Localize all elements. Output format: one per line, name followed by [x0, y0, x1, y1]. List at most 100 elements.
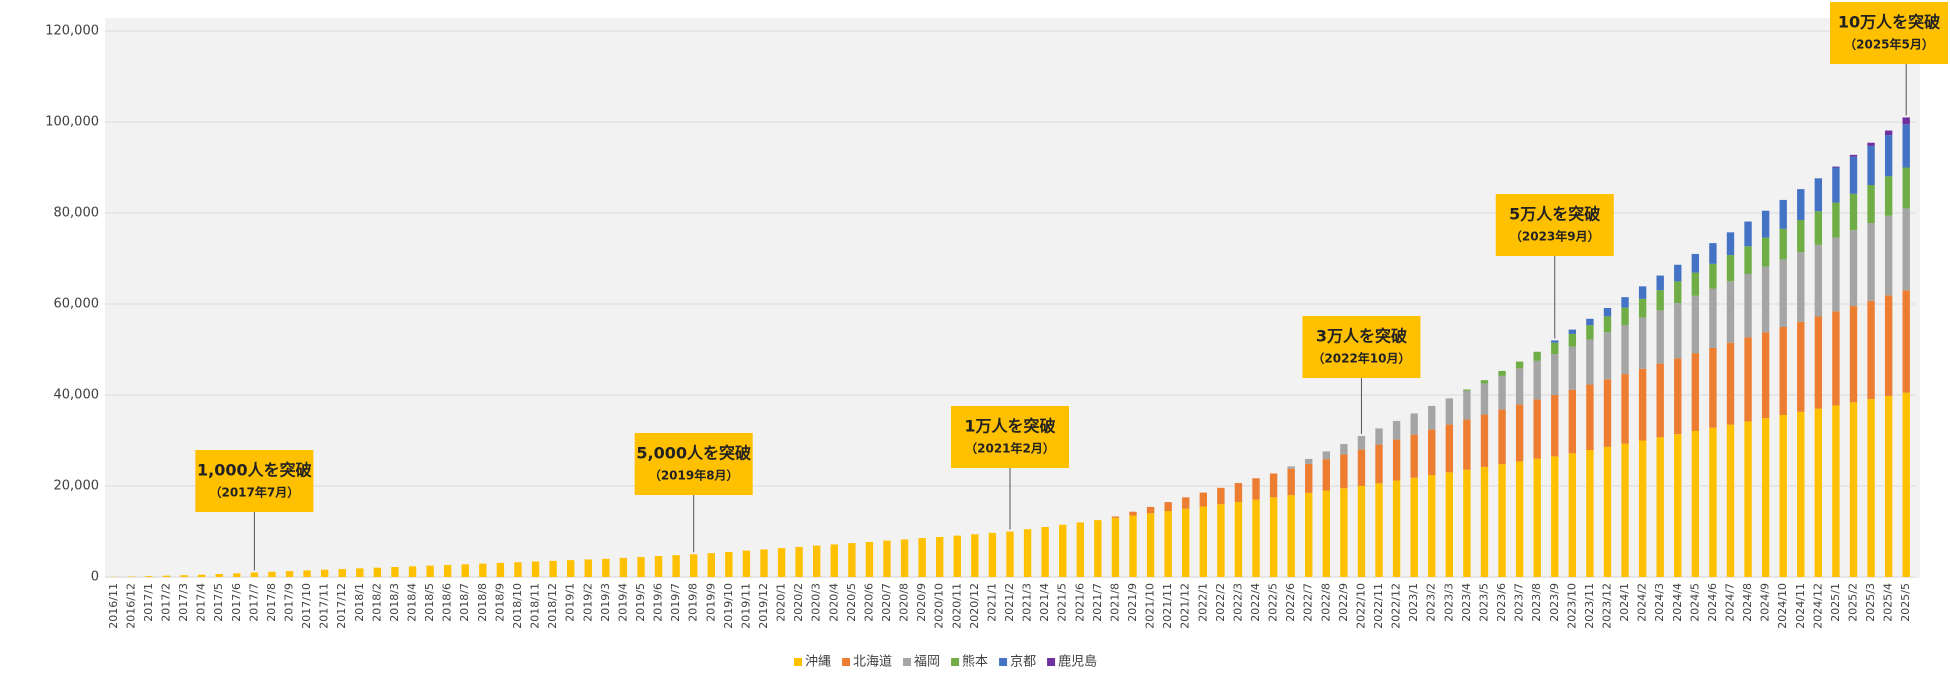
- bar-segment: [320, 569, 329, 577]
- bar-segment: [1375, 444, 1383, 484]
- x-tick-label: 2020/8: [898, 583, 911, 622]
- bar-segment: [602, 558, 610, 577]
- bar-segment: [1533, 399, 1541, 459]
- x-tick-label: 2025/1: [1829, 583, 1842, 622]
- bar-segment: [1568, 329, 1577, 334]
- bar-segment: [1779, 326, 1787, 416]
- bar-segment: [1551, 342, 1559, 355]
- bar-segment: [1515, 368, 1524, 405]
- x-tick-label: 2019/2: [581, 583, 594, 622]
- bar-segment: [1849, 402, 1858, 577]
- bar-segment: [1305, 492, 1313, 577]
- bar-segment: [1691, 272, 1700, 296]
- x-tick-label: 2020/9: [915, 583, 928, 622]
- x-tick-label: 2024/3: [1653, 583, 1666, 622]
- legend-label: 沖縄: [805, 655, 831, 670]
- legend-swatch: [903, 658, 912, 666]
- bar-segment: [1656, 290, 1664, 311]
- bar-segment: [1392, 480, 1401, 577]
- bar-segment: [654, 556, 663, 577]
- x-tick-label: 2025/3: [1864, 583, 1877, 622]
- x-tick-label: 2023/4: [1460, 583, 1473, 622]
- bar-segment: [1498, 409, 1506, 465]
- x-tick-label: 2017/3: [177, 583, 190, 622]
- x-tick-label: 2019/7: [669, 583, 682, 622]
- bar-segment: [742, 550, 751, 577]
- bar-segment: [496, 562, 505, 577]
- bar-segment: [1498, 375, 1506, 410]
- x-tick-label: 2021/11: [1161, 583, 1174, 629]
- x-tick-label: 2018/6: [441, 583, 454, 622]
- bar-segment: [1691, 430, 1700, 577]
- x-tick-label: 2025/2: [1846, 583, 1859, 622]
- x-tick-label: 2021/3: [1021, 583, 1034, 622]
- bar-segment: [1041, 526, 1049, 577]
- bar-segment: [356, 568, 364, 577]
- bar-segment: [1392, 420, 1401, 440]
- bar-segment: [1902, 208, 1910, 291]
- bar-segment: [1480, 414, 1489, 467]
- x-tick-label: 2023/5: [1477, 583, 1490, 622]
- x-tick-label: 2020/10: [933, 583, 946, 629]
- bar-segment: [1832, 167, 1840, 203]
- bar-segment: [1515, 461, 1524, 577]
- x-tick-label: 2020/12: [968, 583, 981, 629]
- x-tick-label: 2024/11: [1794, 583, 1807, 629]
- x-tick-label: 2017/10: [300, 583, 313, 629]
- x-tick-label: 2023/2: [1425, 583, 1438, 622]
- bar-segment: [1445, 424, 1454, 473]
- bar-segment: [1867, 185, 1875, 224]
- bar-segment: [1832, 311, 1840, 406]
- bar-segment: [1779, 199, 1787, 229]
- bar-segment: [1515, 404, 1524, 462]
- y-tick-label: 100,000: [45, 115, 99, 130]
- bar-segment: [1357, 449, 1366, 486]
- bar-segment: [1884, 215, 1893, 296]
- x-tick-label: 2018/1: [353, 583, 366, 622]
- x-tick-label: 2022/3: [1231, 583, 1244, 622]
- bar-segment: [1867, 399, 1875, 577]
- x-tick-label: 2023/10: [1565, 583, 1578, 629]
- annotation-date: （2017年7月）: [209, 485, 299, 500]
- bar-segment: [1146, 513, 1155, 577]
- bar-segment: [1656, 310, 1664, 364]
- x-tick-label: 2024/4: [1671, 583, 1684, 622]
- x-tick-label: 2020/5: [845, 583, 858, 622]
- plot-background: [105, 18, 1920, 578]
- bar-segment: [1621, 374, 1629, 444]
- bar-segment: [1867, 223, 1875, 301]
- bar-segment: [1814, 211, 1823, 245]
- bar-segment: [250, 572, 259, 577]
- bar-segment: [1832, 166, 1840, 168]
- bar-segment: [1674, 303, 1682, 359]
- annotation-date: （2023年9月）: [1510, 229, 1600, 244]
- x-tick-label: 2022/4: [1249, 583, 1262, 622]
- bar-segment: [215, 574, 223, 577]
- bar-segment: [848, 543, 856, 577]
- bar-segment: [1709, 288, 1717, 348]
- x-tick-label: 2024/5: [1688, 583, 1701, 622]
- bar-segment: [1498, 370, 1506, 376]
- bar-segment: [1586, 339, 1594, 385]
- bar-segment: [1217, 487, 1225, 505]
- bar-segment: [1428, 405, 1436, 430]
- bar-segment: [707, 553, 715, 577]
- bar-segment: [936, 536, 944, 577]
- bar-segment: [1023, 529, 1032, 577]
- x-tick-label: 2024/10: [1776, 583, 1789, 629]
- bar-segment: [1621, 324, 1629, 375]
- bar-segment: [1814, 408, 1823, 577]
- bar-segment: [1551, 340, 1559, 343]
- bar-segment: [883, 540, 891, 577]
- bar-segment: [1357, 486, 1366, 577]
- x-tick-label: 2022/6: [1284, 583, 1297, 622]
- x-tick-label: 2018/4: [406, 583, 419, 622]
- bar-segment: [1076, 522, 1084, 577]
- bar-segment: [1269, 497, 1278, 577]
- x-tick-label: 2024/2: [1636, 583, 1649, 622]
- x-tick-label: 2019/5: [634, 583, 647, 622]
- bar-segment: [1199, 492, 1207, 507]
- bar-segment: [1603, 446, 1612, 577]
- bar-segment: [1252, 478, 1260, 500]
